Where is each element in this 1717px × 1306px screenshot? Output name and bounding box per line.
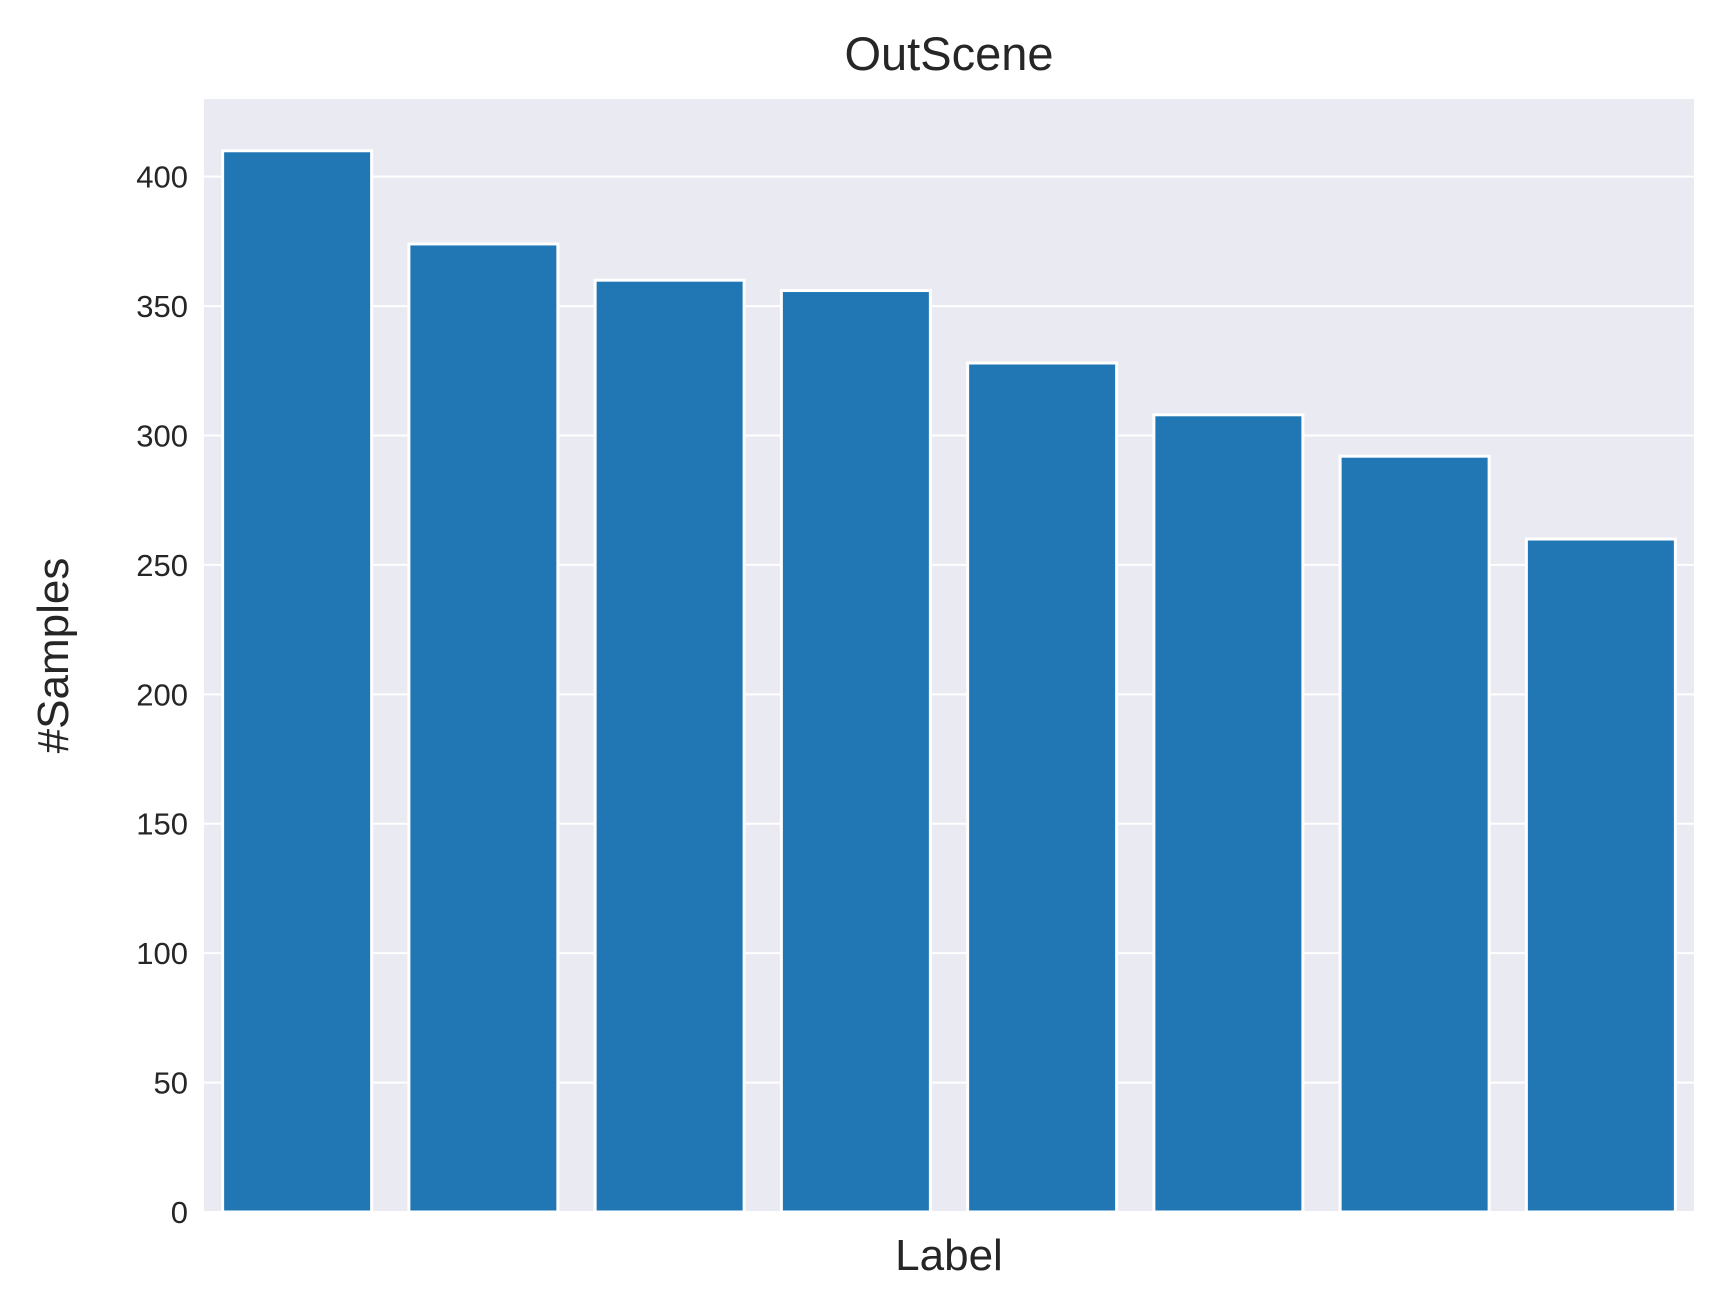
y-tick-label: 0 (171, 1195, 188, 1230)
y-tick-label: 250 (136, 548, 188, 583)
bar (1524, 537, 1677, 1214)
bar (593, 278, 746, 1214)
y-tick-label: 300 (136, 418, 188, 453)
bar (966, 361, 1119, 1214)
bar (221, 149, 374, 1214)
y-tick-label: 100 (136, 936, 188, 971)
y-axis-title: #Samples (29, 558, 78, 754)
bars (221, 149, 1677, 1214)
y-tick-label: 150 (136, 807, 188, 842)
x-axis-title: Label (895, 1231, 1003, 1280)
y-tick-label: 50 (154, 1066, 188, 1101)
bar (1152, 413, 1305, 1214)
y-tick-label: 200 (136, 677, 188, 712)
y-tick-label: 400 (136, 160, 188, 195)
y-tick-label: 350 (136, 289, 188, 324)
bar (407, 242, 560, 1214)
y-axis-ticks: 0 50 100 150 200 250 300 350 400 (136, 160, 188, 1230)
chart-title: OutScene (844, 27, 1053, 80)
bar (779, 289, 932, 1214)
bar (1338, 454, 1491, 1214)
